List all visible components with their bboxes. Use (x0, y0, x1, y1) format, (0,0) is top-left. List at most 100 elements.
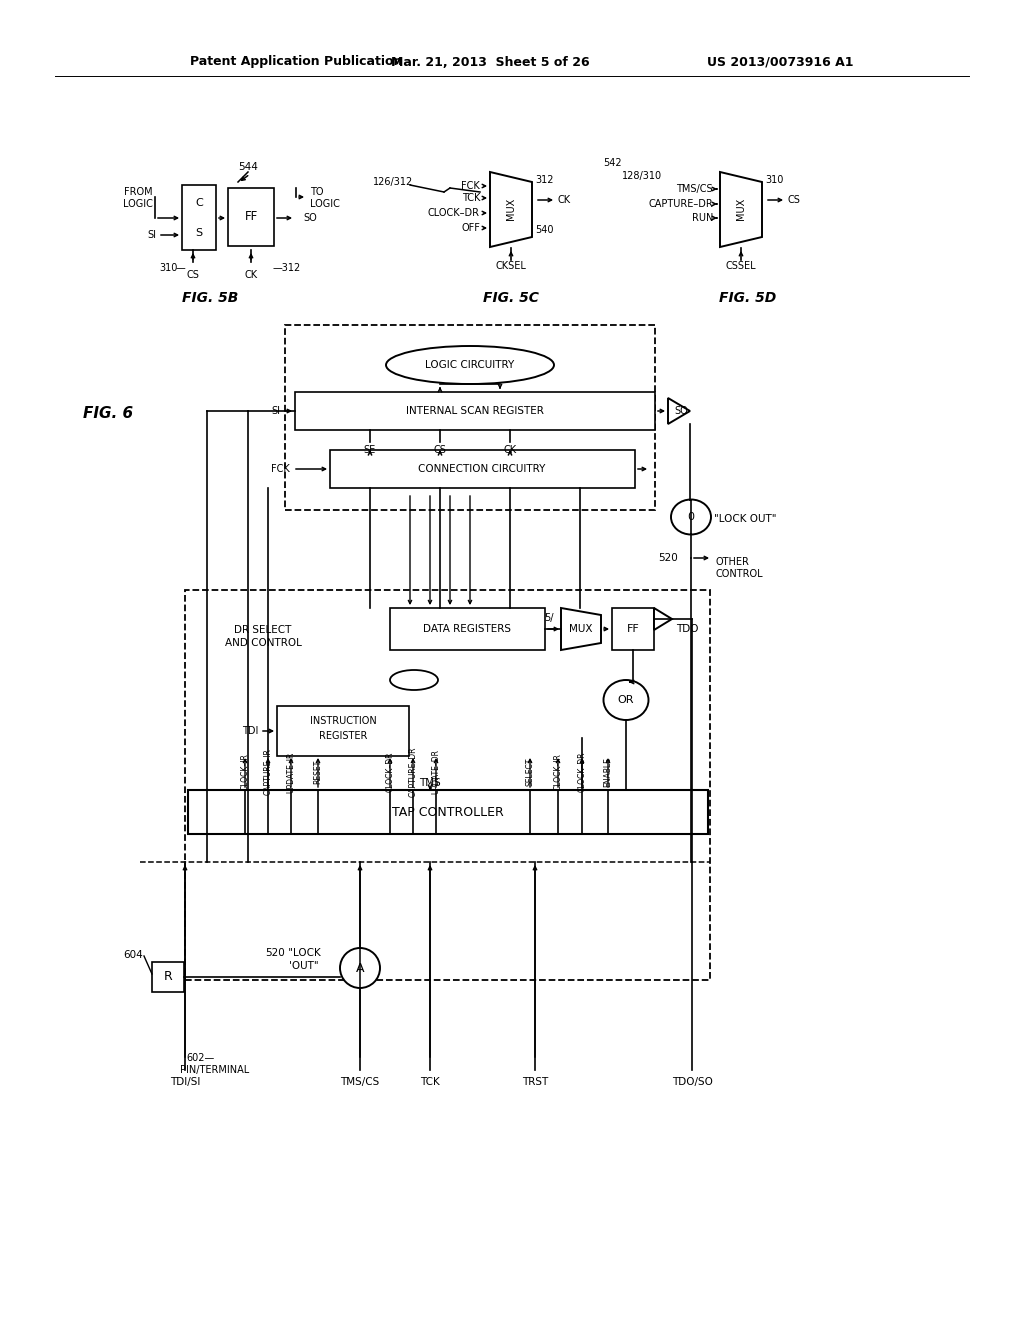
Text: TMS: TMS (419, 777, 441, 788)
Text: 126/312: 126/312 (373, 177, 414, 187)
Text: SELECT: SELECT (525, 758, 535, 787)
Text: CS: CS (788, 195, 801, 205)
Text: INTERNAL SCAN REGISTER: INTERNAL SCAN REGISTER (407, 407, 544, 416)
Text: CAPTURE–DR: CAPTURE–DR (648, 199, 713, 209)
Polygon shape (720, 172, 762, 247)
Text: OTHER: OTHER (715, 557, 749, 568)
Text: CLOCK–IR: CLOCK–IR (554, 754, 562, 791)
Text: CAPTURE–IR: CAPTURE–IR (263, 748, 272, 796)
Text: AND CONTROL: AND CONTROL (224, 638, 301, 648)
Text: SI: SI (271, 407, 280, 416)
Text: 544: 544 (238, 162, 258, 172)
Text: LOGIC: LOGIC (310, 199, 340, 209)
Text: FIG. 5B: FIG. 5B (182, 290, 239, 305)
Text: 520: 520 (265, 948, 285, 958)
Text: INSTRUCTION: INSTRUCTION (309, 715, 377, 726)
Text: CLOCK–DR: CLOCK–DR (385, 752, 394, 792)
Text: 5/: 5/ (545, 612, 554, 623)
Text: FCK: FCK (271, 465, 290, 474)
Text: SO: SO (303, 213, 316, 223)
Text: UPDATE–IR: UPDATE–IR (287, 751, 296, 793)
Text: 604: 604 (123, 950, 143, 960)
Text: 'OUT": 'OUT" (289, 961, 318, 972)
Bar (612, 609, 654, 649)
Text: SI: SI (147, 230, 156, 240)
Bar (295, 392, 655, 430)
Polygon shape (561, 609, 601, 649)
Text: CONTROL: CONTROL (715, 569, 763, 579)
Text: RUN: RUN (691, 213, 713, 223)
Text: —: — (175, 263, 185, 273)
Text: TCK: TCK (462, 193, 480, 203)
Text: OR: OR (617, 696, 634, 705)
Text: SE: SE (364, 445, 376, 455)
Text: REGISTER: REGISTER (318, 731, 368, 741)
Text: FCK: FCK (461, 181, 480, 191)
Text: 540: 540 (535, 224, 554, 235)
Text: 542: 542 (603, 158, 622, 168)
Bar (228, 187, 274, 246)
Text: CKSEL: CKSEL (496, 261, 526, 271)
Text: TDO: TDO (676, 624, 698, 634)
Bar (185, 590, 710, 979)
Text: LOGIC CIRCUITRY: LOGIC CIRCUITRY (425, 360, 515, 370)
Text: CS: CS (433, 445, 446, 455)
Text: CLOCK–DR: CLOCK–DR (578, 752, 587, 792)
Text: 520: 520 (658, 553, 678, 564)
Text: TDI: TDI (242, 726, 258, 737)
Text: US 2013/0073916 A1: US 2013/0073916 A1 (707, 55, 853, 69)
Bar (285, 325, 655, 510)
Bar (390, 609, 545, 649)
Text: 310: 310 (160, 263, 178, 273)
Text: SO: SO (674, 407, 688, 416)
Text: CAPTURE–DR: CAPTURE–DR (409, 747, 418, 797)
Ellipse shape (671, 499, 711, 535)
Ellipse shape (603, 680, 648, 719)
Text: FF: FF (245, 210, 258, 223)
Text: CK: CK (245, 271, 258, 280)
Text: RESET: RESET (313, 760, 323, 784)
Text: TMS/CS: TMS/CS (677, 183, 713, 194)
Text: DATA REGISTERS: DATA REGISTERS (423, 624, 511, 634)
Text: OFF: OFF (461, 223, 480, 234)
Text: FF: FF (627, 624, 639, 634)
Text: MUX: MUX (506, 198, 516, 220)
Text: TCK: TCK (420, 1077, 440, 1086)
Text: —312: —312 (273, 263, 301, 273)
Text: CLOCK–DR: CLOCK–DR (428, 209, 480, 218)
Text: UPDATE–DR: UPDATE–DR (431, 750, 440, 795)
Text: 312: 312 (535, 176, 554, 185)
Text: CLOCK–IR: CLOCK–IR (241, 754, 250, 791)
Text: Mar. 21, 2013  Sheet 5 of 26: Mar. 21, 2013 Sheet 5 of 26 (391, 55, 590, 69)
Circle shape (340, 948, 380, 987)
Text: "LOCK: "LOCK (285, 948, 321, 958)
Bar (152, 962, 184, 993)
Text: R: R (164, 970, 172, 983)
Text: 128/310: 128/310 (622, 172, 663, 181)
Text: DR SELECT: DR SELECT (234, 624, 292, 635)
Text: CONNECTION CIRCUITRY: CONNECTION CIRCUITRY (419, 465, 546, 474)
Text: FIG. 5D: FIG. 5D (720, 290, 776, 305)
Text: C: C (196, 198, 203, 209)
Text: FROM: FROM (124, 187, 153, 197)
Text: TO: TO (310, 187, 324, 197)
Polygon shape (490, 172, 532, 247)
Text: MUX: MUX (736, 198, 746, 220)
Ellipse shape (386, 346, 554, 384)
Bar (188, 789, 708, 834)
Polygon shape (668, 399, 690, 424)
Text: CK: CK (504, 445, 516, 455)
Text: CK: CK (558, 195, 571, 205)
Text: 602—: 602— (186, 1053, 215, 1063)
Text: CSSEL: CSSEL (726, 261, 757, 271)
Bar (330, 450, 635, 488)
Text: ENABLE: ENABLE (603, 758, 612, 787)
Text: S: S (196, 228, 203, 238)
Bar (278, 706, 409, 756)
Text: TRST: TRST (522, 1077, 548, 1086)
Text: FIG. 5C: FIG. 5C (483, 290, 539, 305)
Text: "LOCK OUT": "LOCK OUT" (714, 513, 776, 524)
Bar (182, 185, 216, 249)
Text: MUX: MUX (569, 624, 593, 634)
Text: Patent Application Publication: Patent Application Publication (190, 55, 402, 69)
